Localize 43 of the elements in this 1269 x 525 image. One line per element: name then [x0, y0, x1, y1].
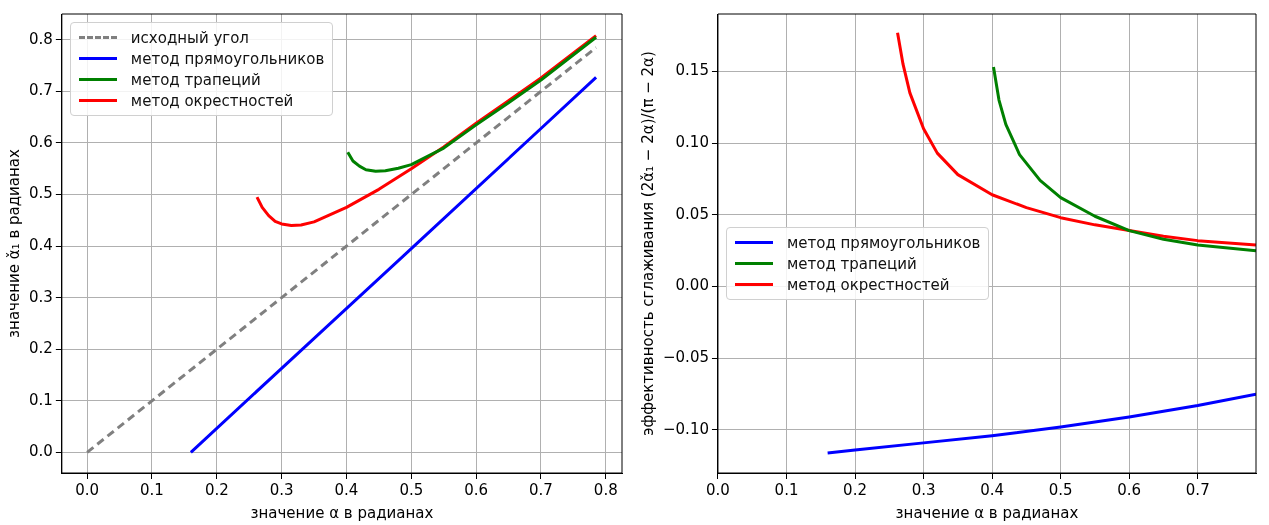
legend-label: исходный угол: [130, 28, 249, 47]
legend-label: метод прямоугольников: [130, 49, 325, 68]
legend-label: метод прямоугольников: [786, 233, 981, 252]
x-tick-label: 0.4: [334, 480, 359, 499]
x-tick-label: 0.5: [399, 480, 424, 499]
y-tick-label: 0.4: [29, 235, 53, 254]
x-tick-label: 0.7: [529, 480, 553, 499]
x-tick-label: 0.5: [1048, 480, 1073, 499]
x-tick-label: 0.7: [1185, 480, 1210, 499]
y-tick-label: 0.15: [675, 61, 709, 80]
x-tick-label: 0.8: [593, 480, 618, 499]
x-tick-label: 0.2: [204, 480, 229, 499]
y-tick-label: −0.10: [663, 419, 709, 438]
y-tick-label: 0.00: [675, 276, 709, 295]
x-tick-label: 0.2: [843, 480, 867, 499]
y-tick-label: 0.0: [29, 442, 53, 461]
y-tick-label: 0.2: [29, 339, 53, 358]
y-axis-title: эффективность сглаживания (2α̌₁ − 2α)/(π − 2α): [638, 51, 657, 436]
y-tick-label: 0.05: [675, 204, 709, 223]
x-tick-label: 0.4: [980, 480, 1005, 499]
x-tick-label: 0.0: [75, 480, 100, 499]
y-tick-label: −0.05: [663, 348, 709, 367]
y-tick-label: 0.10: [675, 132, 709, 151]
legend-label: метод окрестностей: [786, 275, 950, 294]
x-tick-label: 0.6: [1117, 480, 1142, 499]
x-axis-title: значение α в радианах: [895, 503, 1079, 522]
legend-label: метод трапеций: [786, 254, 917, 273]
y-tick-label: 0.6: [29, 132, 53, 151]
x-tick-label: 0.1: [140, 480, 164, 499]
y-tick-label: 0.5: [29, 184, 53, 203]
x-tick-label: 0.0: [706, 480, 730, 499]
x-tick-label: 0.1: [774, 480, 799, 499]
y-axis-title: значение α̌₁ в радианах: [4, 148, 23, 338]
y-tick-label: 0.1: [29, 390, 53, 409]
x-tick-label: 0.6: [464, 480, 489, 499]
x-axis-title: значение α в радианах: [250, 503, 434, 522]
y-tick-label: 0.8: [29, 29, 53, 48]
legend-label: метод трапеций: [130, 70, 261, 89]
x-tick-label: 0.3: [269, 480, 294, 499]
y-tick-label: 0.3: [29, 287, 53, 306]
legend-label: метод окрестностей: [130, 91, 294, 110]
y-tick-label: 0.7: [29, 81, 53, 100]
x-tick-label: 0.3: [911, 480, 936, 499]
